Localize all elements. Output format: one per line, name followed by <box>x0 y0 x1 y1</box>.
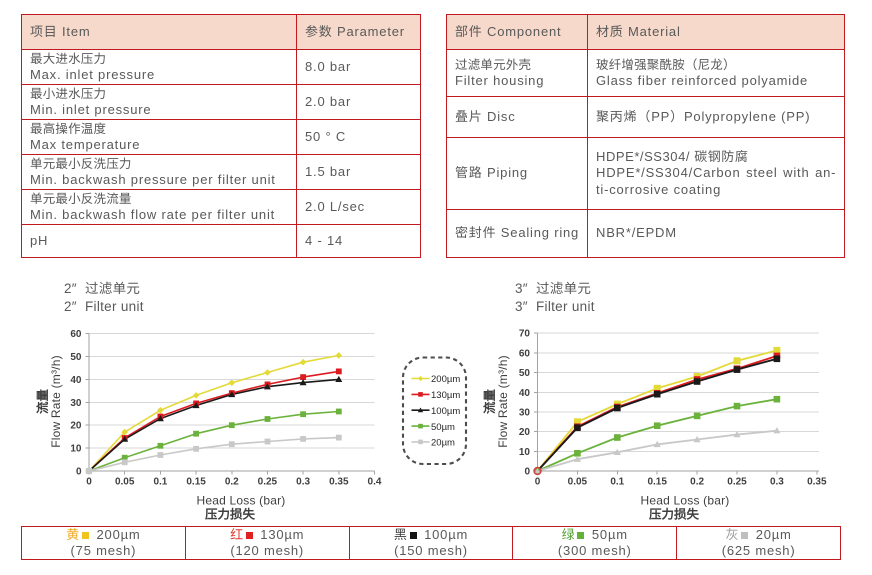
svg-text:50: 50 <box>519 368 531 379</box>
svg-text:10: 10 <box>519 447 531 458</box>
svg-text:0.35: 0.35 <box>329 477 349 488</box>
svg-text:Head Loss (bar): Head Loss (bar) <box>196 494 285 508</box>
svg-text:130µm: 130µm <box>431 390 460 401</box>
svg-text:0.2: 0.2 <box>225 477 239 488</box>
svg-text:0: 0 <box>524 467 530 478</box>
svg-text:0: 0 <box>76 467 82 478</box>
svg-text:100µm: 100µm <box>431 406 460 417</box>
svg-text:0.4: 0.4 <box>368 477 382 488</box>
svg-text:60: 60 <box>519 348 531 359</box>
svg-text:0.3: 0.3 <box>296 477 310 488</box>
svg-text:压力损失: 压力损失 <box>205 508 256 522</box>
svg-text:50µm: 50µm <box>431 422 455 433</box>
svg-text:Head Loss (bar): Head Loss (bar) <box>640 494 729 508</box>
svg-text:0.15: 0.15 <box>647 477 667 488</box>
svg-text:0.25: 0.25 <box>258 477 278 488</box>
svg-text:压力损失: 压力损失 <box>649 508 700 522</box>
svg-text:40: 40 <box>70 375 82 386</box>
svg-text:0.1: 0.1 <box>610 477 624 488</box>
svg-text:流量: 流量 <box>483 389 497 415</box>
svg-text:0.3: 0.3 <box>770 477 784 488</box>
svg-text:Flow Rate (m³/h): Flow Rate (m³/h) <box>496 355 510 448</box>
svg-text:20: 20 <box>519 427 531 438</box>
svg-text:流量: 流量 <box>36 389 50 415</box>
svg-text:20: 20 <box>70 421 82 432</box>
svg-text:0.15: 0.15 <box>186 477 206 488</box>
svg-text:60: 60 <box>70 329 82 340</box>
svg-text:50: 50 <box>70 352 82 363</box>
svg-text:0.2: 0.2 <box>690 477 704 488</box>
svg-text:10: 10 <box>70 444 82 455</box>
svg-text:0: 0 <box>535 477 541 488</box>
svg-text:200µm: 200µm <box>431 374 460 385</box>
svg-text:20µm: 20µm <box>431 438 455 449</box>
svg-text:0.05: 0.05 <box>115 477 135 488</box>
svg-text:0.35: 0.35 <box>807 477 827 488</box>
svg-text:Flow Rate (m³/h): Flow Rate (m³/h) <box>49 355 63 448</box>
svg-text:0.1: 0.1 <box>153 477 167 488</box>
svg-text:70: 70 <box>519 329 531 340</box>
svg-text:0.25: 0.25 <box>727 477 747 488</box>
svg-text:40: 40 <box>519 388 531 399</box>
svg-text:30: 30 <box>519 408 531 419</box>
svg-text:0.05: 0.05 <box>568 477 588 488</box>
svg-text:0: 0 <box>86 477 92 488</box>
svg-text:30: 30 <box>70 398 82 409</box>
